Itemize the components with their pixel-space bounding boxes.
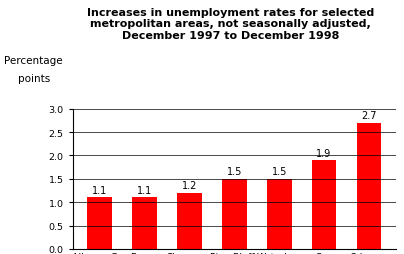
Bar — [222, 179, 247, 249]
Text: 1.5: 1.5 — [271, 167, 287, 177]
Text: 1.1: 1.1 — [137, 185, 152, 195]
Text: Increases in unemployment rates for selected
metropolitan areas, not seasonally : Increases in unemployment rates for sele… — [86, 8, 374, 41]
Text: 1.1: 1.1 — [92, 185, 107, 195]
Text: 1.5: 1.5 — [227, 167, 242, 177]
Text: Percentage: Percentage — [4, 56, 63, 66]
Text: points: points — [18, 74, 50, 84]
Text: 1.2: 1.2 — [182, 181, 197, 191]
Bar — [357, 123, 381, 249]
Text: 1.9: 1.9 — [316, 148, 332, 158]
Bar — [132, 198, 157, 249]
Bar — [312, 161, 337, 249]
Bar — [177, 193, 202, 249]
Bar — [87, 198, 112, 249]
Bar — [267, 179, 292, 249]
Text: 2.7: 2.7 — [361, 111, 377, 121]
